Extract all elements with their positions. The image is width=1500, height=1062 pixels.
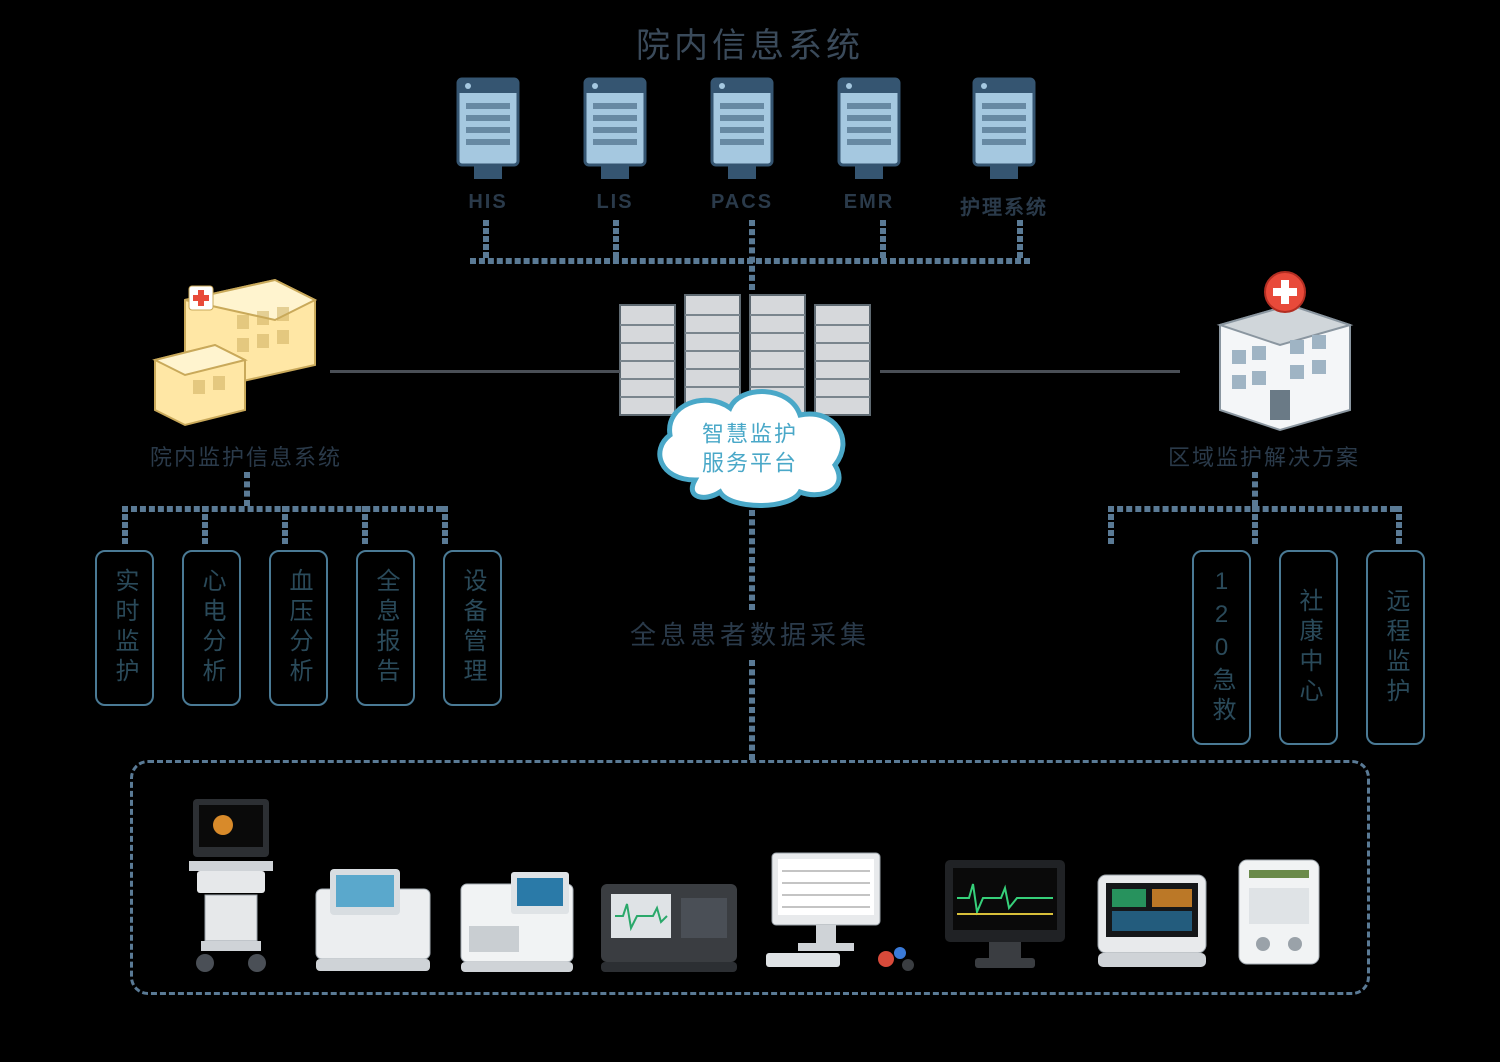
device-analyzer-1 <box>308 859 438 974</box>
dash-left-box-drop <box>282 506 288 544</box>
server-label: HIS <box>468 191 507 214</box>
server-pacs: PACS <box>706 75 778 220</box>
left-hospital-label: 院内监护信息系统 <box>150 440 342 472</box>
server-nursing: 护理系统 <box>960 75 1048 220</box>
vbox-device-mgmt: 设备管理 <box>443 550 502 706</box>
dash-server-drop <box>613 220 619 258</box>
server-row: HIS LIS PACS <box>452 75 1048 220</box>
device-wall-unit <box>1229 854 1329 974</box>
server-icon <box>579 75 651 183</box>
server-label: LIS <box>596 191 633 214</box>
dash-server-drop <box>483 220 489 258</box>
title-hospital-info-systems: 院内信息系统 <box>636 18 864 67</box>
server-emr: EMR <box>833 75 905 220</box>
hospital-left-icon <box>145 270 335 435</box>
device-workstation <box>758 849 918 974</box>
cloud-icon: 智慧监护 服务平台 <box>640 370 860 515</box>
server-label: 护理系统 <box>960 191 1048 220</box>
dash-left-box-drop <box>362 506 368 544</box>
center-label: 全息患者数据采集 <box>630 615 870 652</box>
cloud-line2: 服务平台 <box>702 450 798 475</box>
connector-right <box>880 370 1180 373</box>
dash-server-drop <box>1017 220 1023 258</box>
dash-left-box-drop <box>442 506 448 544</box>
dash-server-drop <box>749 220 755 290</box>
device-patient-monitor <box>1092 869 1212 974</box>
devices-frame <box>130 760 1370 995</box>
dash-cloud-to-devices <box>749 510 755 610</box>
right-box-group: 120急救 社康中心 远程监护 <box>1192 550 1425 745</box>
vbox-ecg-analysis: 心电分析 <box>182 550 241 706</box>
server-his: HIS <box>452 75 524 220</box>
connector-left <box>330 370 620 373</box>
vbox-realtime-monitor: 实时监护 <box>95 550 154 706</box>
server-icon <box>968 75 1040 183</box>
cloud-label: 智慧监护 服务平台 <box>702 419 798 478</box>
device-analyzer-2 <box>455 864 580 974</box>
dash-left-box-drop <box>202 506 208 544</box>
dash-right-drop <box>1252 472 1258 506</box>
dash-left-drop <box>244 472 250 506</box>
server-label: EMR <box>844 191 894 214</box>
device-ultrasound-cart <box>171 799 291 974</box>
device-ecg-printer <box>597 874 742 974</box>
vbox-remote-monitor: 远程监护 <box>1366 550 1425 745</box>
dash-cloud-to-devices <box>749 660 755 760</box>
cloud-line1: 智慧监护 <box>702 421 798 446</box>
server-icon <box>452 75 524 183</box>
right-hospital-label: 区域监护解决方案 <box>1168 440 1360 472</box>
hospital-right-icon <box>1190 270 1370 445</box>
server-icon <box>706 75 778 183</box>
server-lis: LIS <box>579 75 651 220</box>
left-box-group: 实时监护 心电分析 血压分析 全息报告 设备管理 <box>95 550 502 706</box>
vbox-bp-analysis: 血压分析 <box>269 550 328 706</box>
dash-right-box-drop <box>1252 506 1258 544</box>
vbox-community: 社康中心 <box>1279 550 1338 745</box>
server-icon <box>833 75 905 183</box>
dash-server-drop <box>880 220 886 258</box>
server-label: PACS <box>711 191 773 214</box>
dash-right-box-drop <box>1108 506 1114 544</box>
devices-row <box>133 799 1367 974</box>
dash-right-box-drop <box>1396 506 1402 544</box>
device-monitor-dark <box>935 854 1075 974</box>
vbox-holo-report: 全息报告 <box>356 550 415 706</box>
dash-left-box-drop <box>122 506 128 544</box>
vbox-120-emergency: 120急救 <box>1192 550 1251 745</box>
